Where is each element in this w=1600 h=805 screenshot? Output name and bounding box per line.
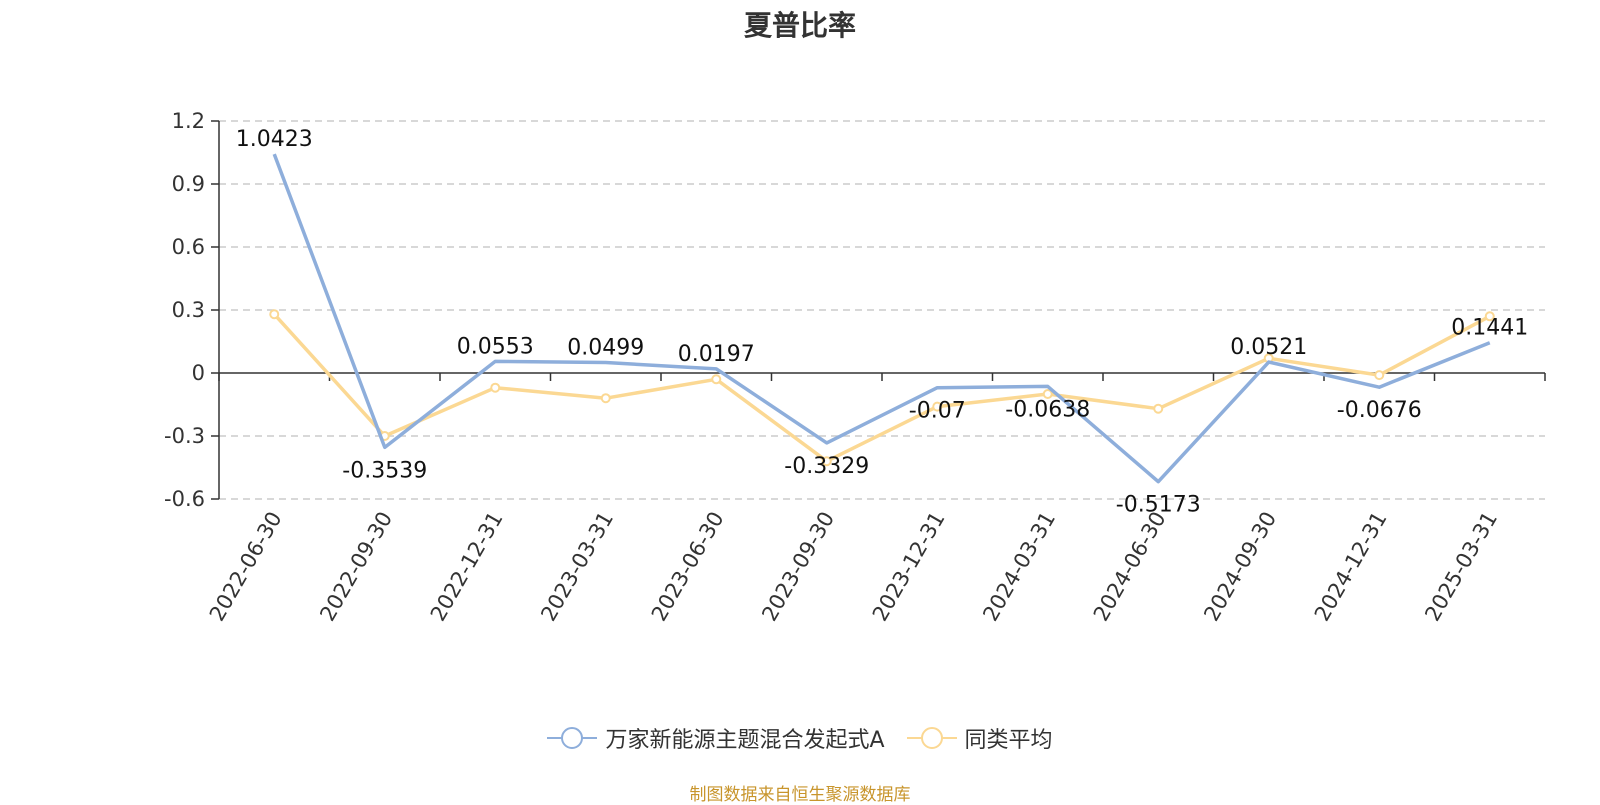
data-point-average (269, 309, 280, 320)
data-point-average (1153, 403, 1164, 414)
data-label-fund: 0.0499 (567, 336, 644, 361)
x-tick-label: 2022-09-30 (315, 508, 397, 626)
data-point-average (600, 393, 611, 404)
x-tick-label: 2023-03-31 (536, 508, 618, 626)
data-label-fund: -0.3539 (342, 458, 427, 483)
legend-label-fund: 万家新能源主题混合发起式A (605, 728, 885, 753)
data-point-average (1484, 311, 1495, 322)
y-axis: 1.2 0.9 0.6 0.3 0 -0.3 -0.6 (164, 109, 220, 511)
data-label-fund: 0.0197 (678, 342, 755, 367)
legend-item-average[interactable]: 同类平均 (906, 722, 1053, 754)
data-label-fund: 1.0423 (236, 127, 313, 152)
x-tick-label: 2023-12-31 (868, 508, 950, 626)
data-labels: 1.0423 -0.3539 0.0553 0.0499 0.0197 -0.3329 -0… (236, 127, 1528, 518)
data-label-fund: 0.0521 (1230, 335, 1307, 360)
y-tick-label: 0 (192, 361, 205, 385)
x-tick-label: 2024-12-31 (1310, 508, 1392, 626)
legend-label-average: 同类平均 (964, 728, 1053, 753)
data-point-average (711, 374, 722, 385)
y-tick-label: 1.2 (172, 109, 205, 133)
data-point-average (1042, 389, 1053, 399)
chart-title: 夏普比率 (743, 9, 856, 42)
series-layer (269, 153, 1495, 484)
legend-line-circle-icon (547, 727, 598, 749)
x-tick-label: 2023-09-30 (757, 508, 839, 626)
y-tick-label: -0.6 (164, 487, 205, 511)
series-line-average (272, 313, 1491, 463)
x-tick-label: 2024-03-31 (978, 508, 1060, 626)
x-tick-label: 2024-09-30 (1199, 508, 1281, 626)
data-label-fund: -0.0638 (1005, 397, 1090, 422)
legend-line-circle-icon (906, 727, 957, 749)
legend-item-fund[interactable]: 万家新能源主题混合发起式A (547, 722, 885, 754)
x-tick-label: 2023-06-30 (647, 508, 729, 626)
data-label-fund: -0.5173 (1116, 493, 1201, 518)
data-label-fund: -0.07 (909, 399, 966, 424)
x-tick-label: 2022-12-31 (426, 508, 508, 626)
data-source-note: 制图数据来自恒生聚源数据库 (689, 785, 911, 805)
data-point-average (821, 456, 832, 467)
y-tick-label: -0.3 (164, 424, 205, 448)
data-label-fund: -0.0676 (1337, 398, 1422, 423)
series-line-fund (272, 153, 1491, 484)
x-tick-label: 2025-03-31 (1420, 508, 1502, 626)
data-label-fund: -0.3329 (784, 454, 869, 479)
data-point-average (1374, 370, 1385, 381)
x-tick-label: 2022-06-30 (205, 508, 287, 626)
y-tick-label: 0.3 (172, 298, 205, 322)
y-tick-label: 0.9 (172, 172, 205, 196)
legend: 万家新能源主题混合发起式A 同类平均 (0, 722, 1600, 754)
data-point-average (490, 382, 501, 393)
data-label-fund: 0.0553 (457, 334, 534, 359)
x-tick-label: 2024-06-30 (1089, 508, 1171, 626)
y-tick-label: 0.6 (172, 235, 205, 259)
grid-lines (219, 120, 1545, 500)
data-label-fund: 0.1441 (1451, 316, 1528, 341)
data-point-average (932, 401, 943, 412)
